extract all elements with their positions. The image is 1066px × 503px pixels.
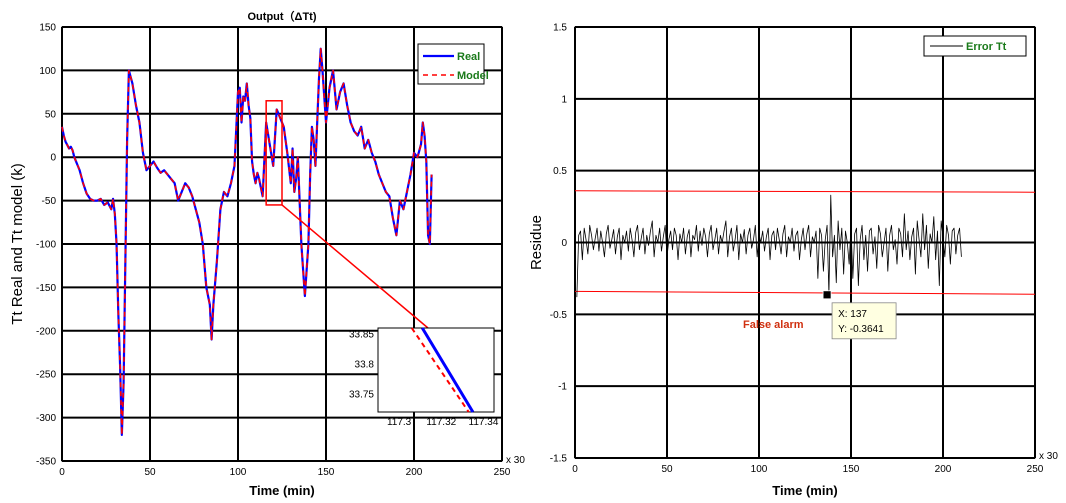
- y-axis-label: Tt Real and Tt model (k): [9, 163, 26, 324]
- x-tick-label: 117.3: [387, 417, 412, 428]
- x-tick-label: 117.34: [469, 417, 499, 428]
- y-tick-label: -0.5: [550, 310, 568, 321]
- datatip-box: [831, 302, 897, 340]
- legend-error-label: Error Tt: [966, 41, 1007, 53]
- plot-frame: [377, 327, 495, 413]
- legend-real-label: Real: [457, 51, 480, 63]
- y-tick-label: -200: [36, 326, 56, 337]
- y-tick-label: 33.8: [355, 360, 375, 371]
- x-multiplier-label: x 30: [506, 455, 525, 466]
- x-tick-label: 250: [494, 467, 511, 478]
- y-tick-label: -1: [558, 382, 567, 393]
- legend-box: [417, 43, 485, 85]
- y-tick-label: 1: [561, 94, 567, 105]
- y-tick-label: -150: [36, 283, 56, 294]
- legend: Error Tt: [923, 35, 1027, 57]
- datatip-x: X: 137: [838, 309, 867, 320]
- y-tick-label: 0: [50, 153, 56, 164]
- series-model-line: [61, 47, 433, 436]
- x-tick-label: 117.32: [426, 417, 456, 428]
- datatip-y: Y: -0.3641: [838, 324, 884, 335]
- x-tick-label: 150: [318, 467, 335, 478]
- x-axis-label: Time (min): [249, 483, 315, 498]
- x-tick-label: 150: [843, 464, 860, 475]
- x-multiplier-label: x 30: [1039, 451, 1058, 462]
- y-tick-label: -1.5: [550, 454, 568, 465]
- y-tick-label: 50: [45, 109, 57, 120]
- plot-background: [378, 328, 494, 412]
- x-tick-label: 250: [1027, 464, 1044, 475]
- series-error-tt-line: [576, 194, 962, 298]
- x-tick-label: 100: [751, 464, 768, 475]
- x-tick-label: 200: [406, 467, 423, 478]
- legend-model-label: Model: [457, 70, 489, 82]
- x-tick-label: 50: [144, 467, 156, 478]
- chart-title: Output（ΔTt): [248, 10, 317, 23]
- x-tick-label: 200: [935, 464, 952, 475]
- x-tick-label: 100: [230, 467, 247, 478]
- x-tick-label: 0: [572, 464, 578, 475]
- zoom-connector-line: [281, 204, 429, 329]
- y-tick-label: 1.5: [553, 23, 567, 34]
- y-tick-label: 0: [561, 238, 567, 249]
- false-alarm-annotation: False alarm: [743, 319, 804, 331]
- y-tick-label: 33.75: [349, 390, 374, 401]
- y-axis-label: Residue: [528, 215, 545, 270]
- plot-frame: [61, 26, 503, 462]
- inset-model-line: [410, 327, 470, 413]
- zoom-inset: 117.3 117.32 117.34 33.75 33.8 33.85: [349, 327, 499, 428]
- y-tick-label: 0.5: [553, 166, 567, 177]
- upper-threshold-line: [574, 190, 1036, 193]
- y-tick-label: -300: [36, 413, 56, 424]
- datatip-marker: [822, 290, 832, 300]
- y-tick-label: 150: [39, 23, 56, 34]
- legend: Real Model: [417, 43, 489, 85]
- residue-chart: 0 50 100 150 200 250 -1.5 -1 -0.5 0 0.5 1 1.5 Error T…: [528, 23, 1058, 499]
- legend-box: [923, 35, 1027, 57]
- y-tick-label: -50: [42, 196, 57, 207]
- x-tick-label: 50: [661, 464, 673, 475]
- y-tick-label: -250: [36, 370, 56, 381]
- y-tick-label: -350: [36, 457, 56, 468]
- y-tick-label: 100: [39, 66, 56, 77]
- x-axis-label: Time (min): [772, 483, 838, 498]
- lower-threshold-line: [574, 290, 1036, 295]
- zoom-region-box: [265, 100, 283, 206]
- plot-frame: [574, 26, 1036, 459]
- x-tick-label: 0: [59, 467, 65, 478]
- datatip: X: 137 Y: -0.3641: [831, 302, 897, 340]
- output-chart: 0 50 100 150 200 250 -350 -300 -250 -200 -150 -100 -…: [9, 10, 525, 498]
- inset-real-line: [421, 327, 475, 413]
- y-tick-label: 33.85: [349, 330, 374, 341]
- y-tick-label: -100: [36, 240, 56, 251]
